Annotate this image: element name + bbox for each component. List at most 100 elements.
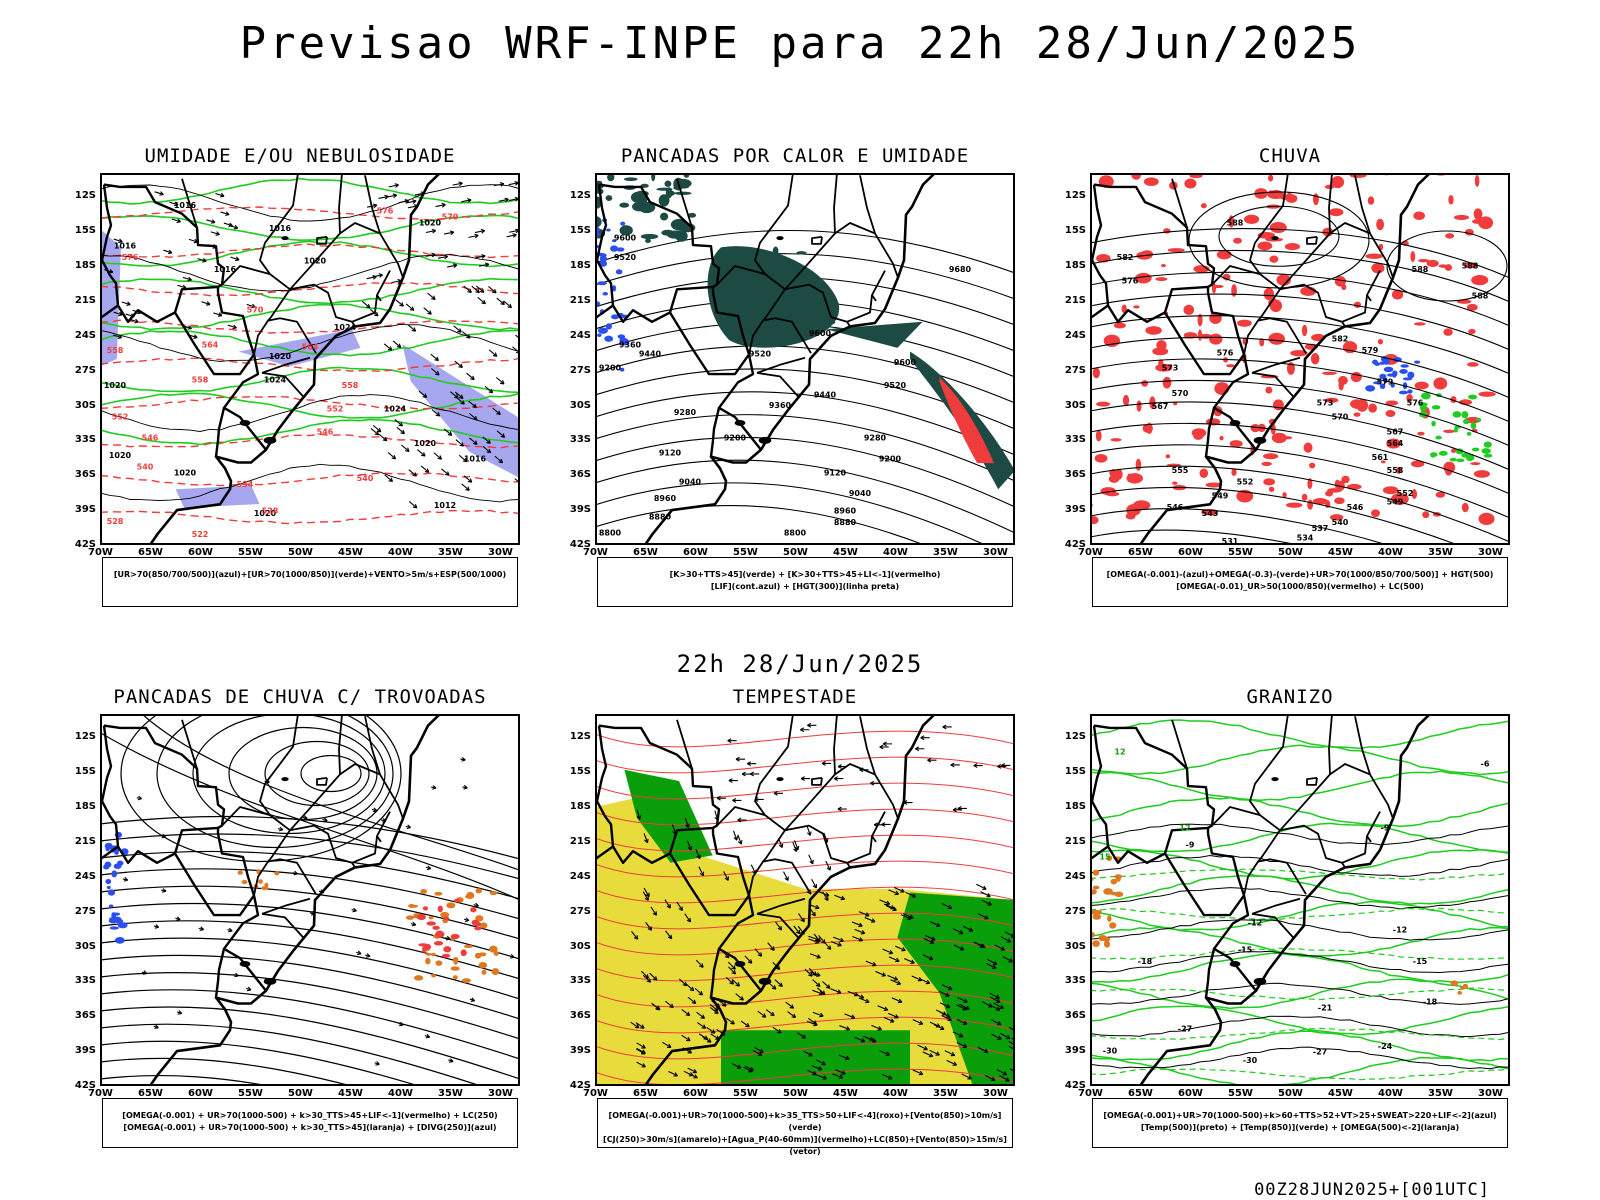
wind-vector — [443, 231, 454, 235]
streamline — [100, 971, 520, 1040]
wind-vector-head — [1000, 946, 1006, 951]
wind-vector — [509, 229, 520, 233]
green-temp850-dashed — [1090, 947, 1510, 960]
blue-lif-contour — [616, 247, 625, 252]
orange-thunder-area — [491, 968, 500, 975]
wind-vector — [754, 1046, 764, 1053]
green-convection-area — [673, 186, 678, 190]
latitude-tick-label: 24S — [569, 329, 591, 341]
latitude-tick-label: 18S — [569, 260, 591, 271]
wind-vector-head — [784, 876, 789, 881]
wind-vector — [496, 430, 505, 438]
wind-vector-head — [234, 972, 239, 978]
contour-label: 588 — [1462, 261, 1479, 270]
contour-label: 576 — [122, 253, 139, 262]
hail-fields — [1090, 719, 1510, 1086]
wind-vector-head — [431, 252, 436, 258]
wind-vector-head — [475, 288, 480, 294]
red-rain-area — [1183, 304, 1195, 316]
latitude-tick-label: 36S — [74, 1010, 96, 1022]
wind-vector — [386, 194, 397, 198]
wind-vector — [461, 199, 472, 203]
panel-chuva: CHUVA 588 588 588 588 582 576 576 582 579 573 579 57… — [1050, 145, 1530, 625]
wind-vector — [388, 184, 399, 188]
wind-vector-head — [669, 1003, 674, 1009]
wind-vector — [462, 331, 471, 339]
red-thickness-contour — [100, 395, 520, 410]
wind-vector — [1002, 956, 1013, 963]
hgt300-contour — [595, 345, 1015, 404]
green-temp850-contour — [1090, 849, 1510, 880]
wind-vector — [461, 483, 470, 491]
latitude-tick-label: 33S — [74, 434, 96, 446]
wind-vector — [427, 292, 436, 300]
wind-vector-head — [458, 394, 464, 400]
wind-vector-head — [161, 888, 167, 893]
wind-vector-head — [872, 1038, 877, 1043]
legend-line: [UR>70(850/700/500)](azul)+[UR>70(1000/8… — [113, 570, 507, 579]
wind-vector — [435, 204, 446, 208]
wind-vector-head — [982, 885, 987, 890]
red-rain-area — [1303, 442, 1313, 453]
wind-vector — [725, 1017, 735, 1025]
wind-vector-head — [293, 870, 298, 876]
latitude-tick-label: 21S — [74, 835, 96, 847]
latitude-tick-label: 36S — [569, 469, 591, 481]
wind-vector-head — [800, 917, 805, 923]
wind-vector — [904, 958, 915, 964]
wind-vector-head — [411, 327, 417, 332]
wind-vector-head — [388, 477, 394, 483]
longitude-tick-label: 55W — [1228, 547, 1253, 558]
longitude-tick-label: 70W — [88, 547, 113, 558]
wind-vector — [731, 1063, 742, 1069]
orange-thunder-area — [440, 911, 450, 918]
wind-vector-head — [457, 328, 462, 333]
wind-vector — [957, 996, 968, 1003]
wind-vector-head — [973, 763, 978, 768]
streamline — [100, 1006, 520, 1080]
wind-vector-head — [824, 892, 830, 897]
wind-vector-head — [689, 986, 695, 992]
country-borders — [100, 714, 441, 1086]
wind-vector-head — [173, 201, 179, 207]
wind-vector — [664, 899, 671, 909]
state-borders — [1171, 173, 1394, 444]
contour-label: 570 — [247, 306, 264, 315]
latitude-tick-label: 15S — [74, 225, 96, 237]
red-rain-area — [1329, 514, 1344, 521]
wind-vector-head — [278, 826, 284, 832]
red-rain-area — [1410, 460, 1425, 468]
wind-vector — [698, 866, 704, 876]
longitude-tick-label: 30W — [983, 1088, 1008, 1099]
red-rain-area — [1158, 359, 1164, 368]
wind-vector-head — [644, 974, 650, 979]
red-rain-area — [1184, 178, 1197, 189]
wind-vector-head — [460, 400, 465, 405]
wind-vector — [384, 474, 393, 482]
wind-vector — [206, 219, 216, 223]
wind-vector — [922, 1051, 933, 1057]
green-convection-area — [674, 191, 692, 196]
wind-vector-head — [815, 982, 821, 987]
contour-label: 546 — [317, 428, 334, 437]
longitude-tick-label: 65W — [138, 547, 163, 558]
green-convection-area — [688, 212, 697, 218]
wind-vector-head — [666, 1043, 672, 1048]
latitude-tick-label: 30S — [1064, 940, 1086, 952]
wind-vector — [662, 1041, 672, 1048]
blue-omega-area — [1379, 373, 1387, 379]
red-rain-area — [1229, 440, 1243, 448]
red-rain-area — [1152, 347, 1169, 356]
orange-omega-area — [1092, 885, 1100, 890]
wind-vector-head — [935, 922, 941, 928]
wind-vector-head — [713, 1006, 719, 1012]
wind-vector-head — [445, 471, 450, 476]
contour-label: 1020 — [419, 218, 442, 227]
contour-label: 540 — [1332, 518, 1349, 527]
map-svg — [100, 714, 520, 1086]
contour-label: 573 — [1162, 364, 1179, 373]
longitude-tick-label: 55W — [733, 1088, 758, 1099]
wind-vector — [643, 887, 650, 897]
wind-vector — [474, 230, 485, 234]
green-convection-area — [640, 233, 659, 240]
